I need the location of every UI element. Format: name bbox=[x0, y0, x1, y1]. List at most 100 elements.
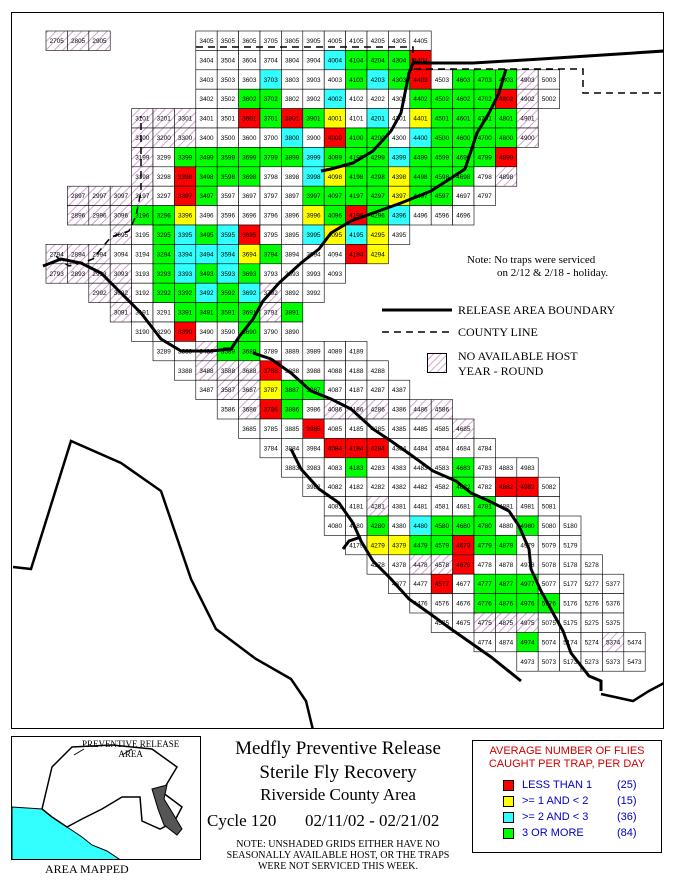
grid-cell-fill bbox=[323, 263, 346, 284]
title-line1: Medfly Preventive Release bbox=[235, 738, 441, 759]
grid-cell: 2805 bbox=[67, 30, 90, 51]
grid-cell-label: 3588 bbox=[221, 368, 236, 375]
grid-cell-label: 4397 bbox=[392, 193, 407, 200]
legend-row: >= 1 AND < 2 (15) bbox=[503, 795, 637, 807]
grid-cell-label: 3888 bbox=[285, 368, 300, 375]
grid-cell: 3997 bbox=[302, 185, 325, 206]
grid-cell-fill bbox=[388, 224, 411, 245]
grid-cell: 2997 bbox=[88, 185, 111, 206]
grid-cell-label: 5074 bbox=[542, 639, 557, 646]
grid-cell-label: 3784 bbox=[264, 445, 279, 452]
grid-cell-label: 3886 bbox=[285, 407, 300, 414]
grid-cell: 4080 bbox=[323, 515, 346, 536]
grid-cell-label: 4702 bbox=[478, 96, 493, 103]
grid-cell: 4402 bbox=[409, 88, 432, 109]
grid-cell-label: 3596 bbox=[221, 213, 236, 220]
grid-cell-label: 4102 bbox=[349, 96, 364, 103]
grid-cell-label: 4700 bbox=[478, 135, 493, 142]
riverside-area bbox=[151, 784, 183, 836]
grid-cell-label: 3804 bbox=[285, 57, 300, 64]
grid-cell-label: 4898 bbox=[499, 174, 514, 181]
grid-cell-label: 4094 bbox=[328, 251, 343, 258]
grid-cell: 2992 bbox=[88, 282, 111, 303]
grid-cell: 5075 bbox=[537, 612, 560, 633]
grid-cell-label: 5180 bbox=[563, 523, 578, 530]
grid-cell-label: 4295 bbox=[371, 232, 386, 239]
grid-cell-label: 4675 bbox=[456, 620, 471, 627]
grid-cell: 3787 bbox=[259, 379, 282, 400]
grid-cell-label: 4200 bbox=[371, 135, 386, 142]
grid-cell-label: 4004 bbox=[328, 57, 343, 64]
grid-cell-label: 2705 bbox=[50, 38, 65, 45]
grid-cell-label: 3701 bbox=[264, 116, 279, 123]
grid-cell: 3689 bbox=[238, 341, 261, 362]
grid-cell: 3687 bbox=[238, 379, 261, 400]
grid-cell-label: 3696 bbox=[242, 213, 257, 220]
grid-cell-label: 4484 bbox=[413, 445, 428, 452]
grid-cell: 5277 bbox=[580, 573, 603, 594]
grid-cell-label: 3595 bbox=[221, 232, 236, 239]
grid-cell-label: 4378 bbox=[392, 562, 407, 569]
grid-cell: 3987 bbox=[302, 379, 325, 400]
grid-cell-label: 4283 bbox=[371, 465, 386, 472]
grid-cell: 4094 bbox=[323, 244, 346, 265]
inset-label: PREVENTIVE RELEASE AREA bbox=[82, 739, 179, 759]
grid-cell-label: 4582 bbox=[435, 484, 450, 491]
grid-cell-label: 5373 bbox=[606, 659, 621, 666]
grid-cell-label: 3392 bbox=[178, 290, 193, 297]
grid-cell-label: 5081 bbox=[542, 504, 557, 511]
grid-cell-label: 4202 bbox=[371, 96, 386, 103]
grid-cell: 3900 bbox=[302, 127, 325, 148]
grid-cell-label: 3603 bbox=[242, 77, 257, 84]
grid-cell: 5376 bbox=[602, 593, 625, 614]
grid-cell-label: 3703 bbox=[264, 77, 279, 84]
grid-cell: 5180 bbox=[559, 515, 582, 536]
grid-cell-label: 3787 bbox=[264, 387, 279, 394]
grid-cell-label: 4679 bbox=[456, 542, 471, 549]
grid-cell: 4500 bbox=[430, 127, 453, 148]
nohost-legend-label: NO AVAILABLE HOST YEAR - ROUND bbox=[458, 349, 578, 379]
grid-cell-label: 3996 bbox=[306, 213, 321, 220]
grid-cell-label: 3988 bbox=[306, 368, 321, 375]
grid-cell: 4685 bbox=[452, 418, 475, 439]
grid-cell: 3989 bbox=[302, 341, 325, 362]
grid-cell: 5373 bbox=[602, 651, 625, 672]
grid-cell-label: 3505 bbox=[221, 38, 236, 45]
grid-cell: 4001 bbox=[323, 108, 346, 129]
grid-cell: 3986 bbox=[302, 399, 325, 420]
grid-cell-label: 3989 bbox=[306, 348, 321, 355]
grid-cell: 4584 bbox=[430, 438, 453, 459]
grid-cell: 3891 bbox=[281, 302, 304, 323]
boundary-legend-symbol bbox=[382, 308, 452, 312]
grid-cell: 3397 bbox=[174, 185, 197, 206]
grid-cell: 3901 bbox=[302, 108, 325, 129]
grid-cell: 3493 bbox=[195, 263, 218, 284]
grid-cell: 3399 bbox=[174, 147, 197, 168]
grid-cell: 4085 bbox=[323, 418, 346, 439]
grid-cell-label: 4800 bbox=[499, 135, 514, 142]
grid-cell: 3698 bbox=[238, 166, 261, 187]
grid-cell: 3591 bbox=[216, 302, 239, 323]
grid-cell: 3199 bbox=[131, 147, 154, 168]
grid-cell: 4194 bbox=[345, 244, 368, 265]
grid-cell-label: 4203 bbox=[371, 77, 386, 84]
grid-cell: 4100 bbox=[345, 127, 368, 148]
grid-cell: 3804 bbox=[281, 50, 304, 71]
grid-cell-label: 4578 bbox=[435, 562, 450, 569]
grid-cell: 3495 bbox=[195, 224, 218, 245]
grid-cell-label: 3786 bbox=[264, 407, 279, 414]
grid-cell: 3094 bbox=[109, 244, 132, 265]
grid-cell: 3299 bbox=[152, 147, 175, 168]
grid-cell-label: 4597 bbox=[435, 193, 450, 200]
grid-cell-label: 3597 bbox=[221, 193, 236, 200]
release-boundary bbox=[413, 49, 663, 65]
holiday-note: Note: No traps were serviced on 2/12 & 2… bbox=[467, 254, 608, 280]
grid-cell: 3892 bbox=[281, 282, 304, 303]
grid-cell-label: 4101 bbox=[349, 116, 364, 123]
grid-cell: 4284 bbox=[366, 438, 389, 459]
grid-cell-label: 3705 bbox=[264, 38, 279, 45]
grid-cell-label: 4584 bbox=[435, 445, 450, 452]
grid-cell: 4976 bbox=[516, 593, 539, 614]
grid-cell-label: 4188 bbox=[349, 368, 364, 375]
grid-cell-label: 4183 bbox=[349, 465, 364, 472]
